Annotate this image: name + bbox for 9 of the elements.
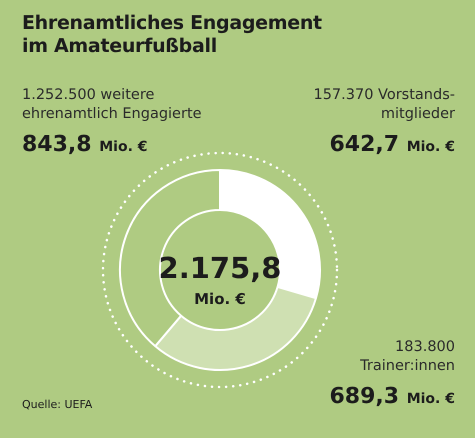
data-label: 843,8 Mio. € [22, 132, 148, 157]
text: Mio. € [193, 290, 247, 308]
data-label: 689,3 Mio. € [329, 384, 455, 409]
chart-title: Ehrenamtliches Engagement im Amateurfußball [22, 12, 322, 58]
slice-label: 157.370 Vorstands- mitglieder [313, 86, 455, 124]
data-label: 642,7 Mio. € [329, 132, 455, 157]
slice-label: 183.800 Trainer:innen [360, 338, 455, 376]
source-note: Quelle: UEFA [22, 398, 94, 411]
slice-label: 1.252.500 weitere ehrenamtlich Engagierte [22, 86, 202, 124]
